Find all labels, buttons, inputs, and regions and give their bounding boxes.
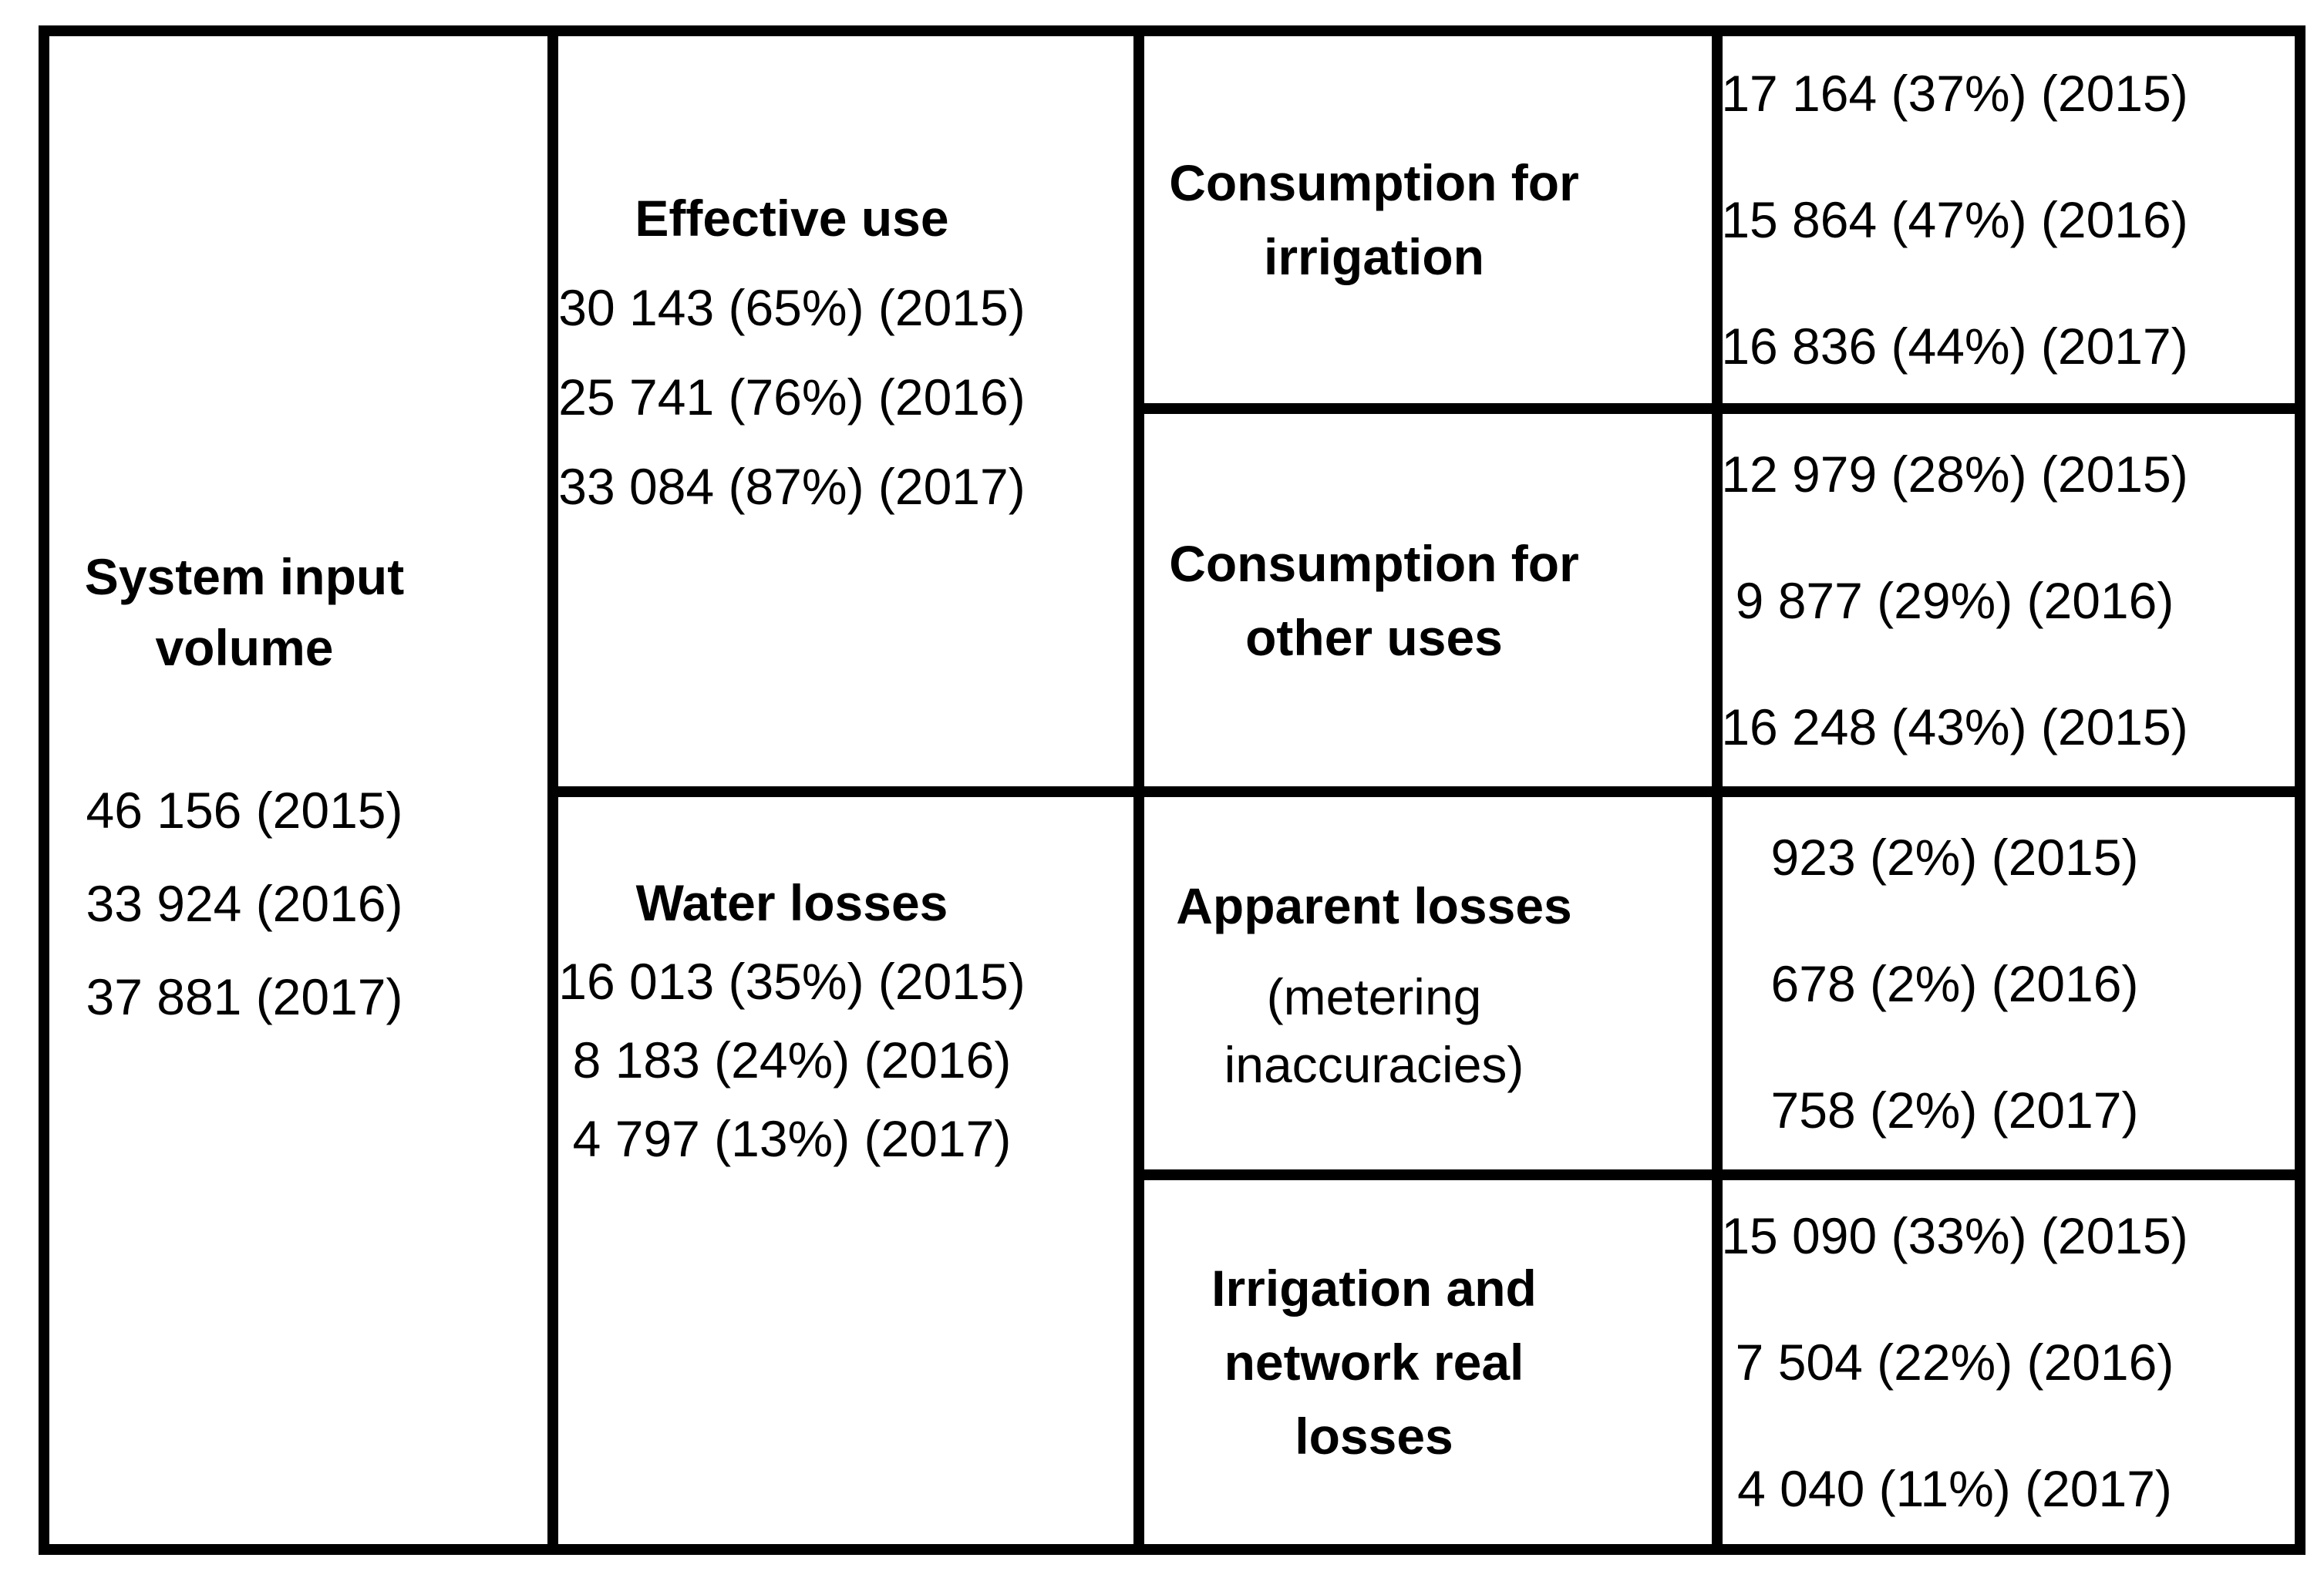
value-line: 16 248 (43%) (2015) bbox=[1721, 698, 2188, 755]
value-line: 16 836 (44%) (2017) bbox=[1721, 318, 2188, 375]
label-line: other uses bbox=[1245, 608, 1503, 666]
apparent-losses-subtitle: (metering inaccuracies) bbox=[1224, 963, 1524, 1099]
water-losses-title: Water losses bbox=[635, 874, 948, 931]
value-line: 4 040 (11%) (2017) bbox=[1737, 1460, 2172, 1517]
value-line: 46 156 (2015) bbox=[86, 782, 403, 839]
system-input-title-line: System input bbox=[84, 548, 405, 605]
value-line: 17 164 (37%) (2015) bbox=[1721, 65, 2188, 122]
cell-consumption-other-uses-label: Consumption for other uses bbox=[1133, 403, 1712, 786]
cell-effective-use: Effective use 30 143 (65%) (2015) 25 741… bbox=[547, 36, 1133, 786]
effective-use-block: Effective use 30 143 (65%) (2015) 25 741… bbox=[558, 173, 1025, 531]
cell-apparent-losses-values: 923 (2%) (2015) 678 (2%) (2016) 758 (2%)… bbox=[1712, 786, 2295, 1169]
cell-consumption-irrigation-label: Consumption for irrigation bbox=[1133, 36, 1712, 403]
value-line: 30 143 (65%) (2015) bbox=[558, 279, 1026, 336]
consumption-irrigation-title: Consumption for irrigation bbox=[1169, 146, 1579, 294]
cell-water-losses: Water losses 16 013 (35%) (2015) 8 183 (… bbox=[547, 786, 1133, 1544]
value-line: 25 741 (76%) (2016) bbox=[558, 368, 1026, 426]
system-input-title-line: volume bbox=[155, 619, 334, 676]
label-line: Consumption for bbox=[1169, 534, 1579, 592]
label-line: Apparent losses bbox=[1176, 876, 1572, 934]
cell-apparent-losses-label: Apparent losses (metering inaccuracies) bbox=[1133, 786, 1712, 1169]
water-balance-table: System input volume 46 156 (2015) 33 924… bbox=[39, 25, 2305, 1555]
value-line: 758 (2%) (2017) bbox=[1770, 1081, 2139, 1139]
apparent-losses-title: Apparent losses bbox=[1176, 869, 1572, 943]
effective-use-title: Effective use bbox=[635, 190, 949, 247]
label-line: (metering bbox=[1266, 967, 1482, 1025]
consumption-other-uses-title: Consumption for other uses bbox=[1169, 527, 1579, 675]
value-line: 15 864 (47%) (2016) bbox=[1721, 191, 2188, 248]
value-line: 33 924 (2016) bbox=[86, 875, 403, 932]
cell-network-real-losses-label: Irrigation and network real losses bbox=[1133, 1169, 1712, 1544]
value-line: 12 979 (28%) (2015) bbox=[1721, 445, 2188, 503]
cell-network-real-losses-values: 15 090 (33%) (2015) 7 504 (22%) (2016) 4… bbox=[1712, 1169, 2295, 1544]
label-line: losses bbox=[1295, 1408, 1453, 1465]
value-line: 8 183 (24%) (2016) bbox=[572, 1031, 1012, 1088]
value-line: 923 (2%) (2015) bbox=[1770, 828, 2139, 886]
label-line: inaccuracies) bbox=[1224, 1035, 1524, 1093]
cell-consumption-irrigation-values: 17 164 (37%) (2015) 15 864 (47%) (2016) … bbox=[1712, 36, 2295, 403]
value-line: 16 013 (35%) (2015) bbox=[558, 953, 1026, 1010]
water-losses-block: Water losses 16 013 (35%) (2015) 8 183 (… bbox=[558, 863, 1025, 1178]
value-line: 15 090 (33%) (2015) bbox=[1721, 1207, 2188, 1264]
system-input-title: System input volume bbox=[85, 541, 404, 683]
cell-system-input-volume: System input volume 46 156 (2015) 33 924… bbox=[49, 36, 547, 1544]
value-line: 33 084 (87%) (2017) bbox=[558, 458, 1026, 515]
label-line: network real bbox=[1224, 1334, 1524, 1391]
system-input-values: 46 156 (2015) 33 924 (2016) 37 881 (2017… bbox=[86, 764, 403, 1044]
value-line: 4 797 (13%) (2017) bbox=[572, 1110, 1012, 1167]
label-line: irrigation bbox=[1263, 228, 1484, 285]
label-line: Consumption for bbox=[1169, 154, 1579, 211]
label-line: Irrigation and bbox=[1211, 1260, 1537, 1317]
network-real-losses-title: Irrigation and network real losses bbox=[1211, 1251, 1537, 1473]
cell-consumption-other-uses-values: 12 979 (28%) (2015) 9 877 (29%) (2016) 1… bbox=[1712, 403, 2295, 786]
value-line: 7 504 (22%) (2016) bbox=[1735, 1334, 2174, 1391]
value-line: 37 881 (2017) bbox=[86, 968, 403, 1025]
value-line: 9 877 (29%) (2016) bbox=[1735, 571, 2174, 629]
value-line: 678 (2%) (2016) bbox=[1770, 954, 2139, 1012]
